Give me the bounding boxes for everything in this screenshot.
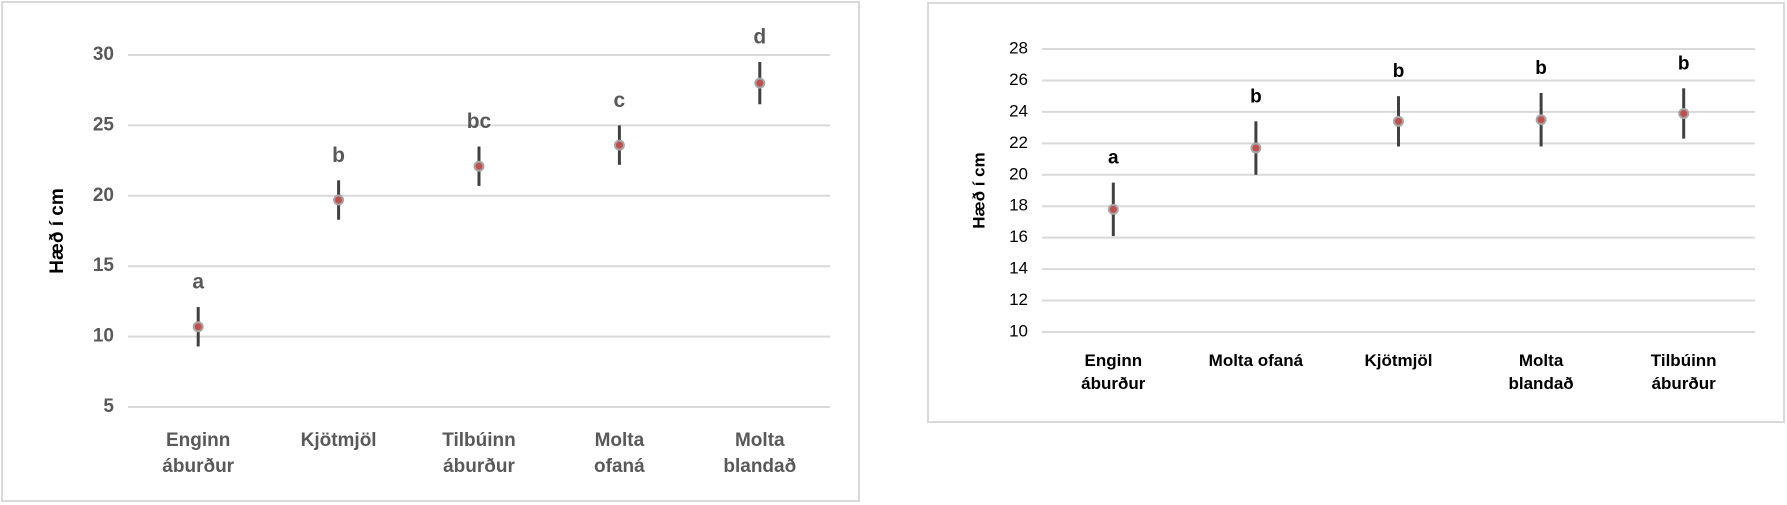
y-tick-label: 12 <box>1009 290 1028 309</box>
y-tick-label: 28 <box>1009 38 1028 57</box>
x-tick-label: Kjötmjöl <box>300 430 377 451</box>
y-tick-label: 15 <box>93 255 115 276</box>
y-tick-label: 25 <box>93 114 115 135</box>
chart-border <box>1 1 860 502</box>
chart-border <box>927 2 1785 423</box>
y-tick-label: 30 <box>93 44 114 65</box>
letter-label: b <box>1535 58 1547 79</box>
point <box>1250 142 1262 154</box>
point <box>1107 203 1119 215</box>
x-tick-label: Kjötmjöl <box>1364 351 1433 370</box>
y-tick-label: 20 <box>1009 164 1028 183</box>
letter-label: bc <box>467 110 492 133</box>
y-tick-label: 5 <box>103 396 114 417</box>
point <box>1678 107 1690 119</box>
y-tick-label: 26 <box>1009 70 1028 89</box>
point <box>333 194 345 206</box>
y-tick-label: 10 <box>1009 321 1028 340</box>
point <box>613 139 625 151</box>
letter-label: b <box>1250 86 1262 107</box>
point <box>473 160 485 172</box>
y-tick-label: 16 <box>1009 227 1028 246</box>
y-tick-label: 20 <box>93 185 114 206</box>
x-tick-label: Molta ofaná <box>594 430 645 477</box>
x-tick-label: Tilbúinn áburður <box>1650 351 1717 393</box>
y-tick-label: 14 <box>1009 259 1028 278</box>
y-axis-label: Hæð í cm <box>47 188 68 274</box>
y-axis-label: Hæð í cm <box>969 152 988 229</box>
letter-label: b <box>1393 61 1405 82</box>
y-tick-label: 24 <box>1009 101 1028 120</box>
x-tick-label: Enginn áburður <box>1081 351 1146 393</box>
letter-label: d <box>753 26 766 49</box>
x-tick-label: Molta ofaná <box>1208 351 1304 370</box>
y-tick-label: 22 <box>1009 133 1028 152</box>
letter-label: a <box>192 271 204 294</box>
point <box>1535 114 1547 126</box>
letter-label: b <box>1678 53 1690 74</box>
letter-label: c <box>614 89 626 112</box>
x-tick-label: Molta blandað <box>1508 351 1574 393</box>
x-tick-label: Tilbúinn áburður <box>442 430 516 477</box>
letter-label: a <box>1108 148 1119 169</box>
y-tick-label: 10 <box>93 326 114 347</box>
point <box>1393 115 1404 127</box>
point <box>192 321 204 333</box>
x-tick-label: Enginn áburður <box>162 430 235 477</box>
point <box>754 77 766 89</box>
x-tick-label: Molta blandað <box>723 430 797 477</box>
letter-label: b <box>332 144 345 167</box>
y-tick-label: 18 <box>1009 196 1028 215</box>
